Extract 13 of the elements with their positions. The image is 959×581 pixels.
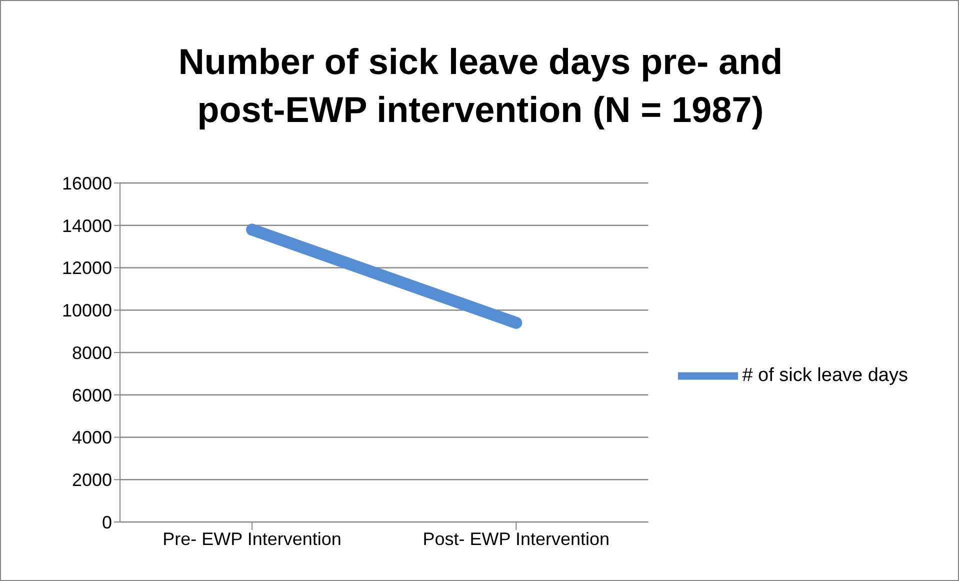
y-tick-label: 10000 [62,300,112,321]
y-tick-label: 12000 [62,258,112,278]
y-tick-label: 16000 [62,173,112,194]
y-tick-label: 2000 [72,470,112,490]
y-tick-label: 6000 [72,385,112,406]
y-tick-label: 4000 [72,428,112,448]
legend-label: # of sick leave days [742,364,908,386]
x-tick-label: Pre- EWP Intervention [162,528,342,549]
y-tick-label: 0 [102,512,112,532]
x-tick-label: Post- EWP Intervention [422,528,610,549]
chart-title: Number of sick leave days pre- and post-EWP intervention (N = 1987) [177,40,784,132]
y-tick-label: 14000 [62,216,112,236]
y-tick-label: 8000 [72,342,112,363]
